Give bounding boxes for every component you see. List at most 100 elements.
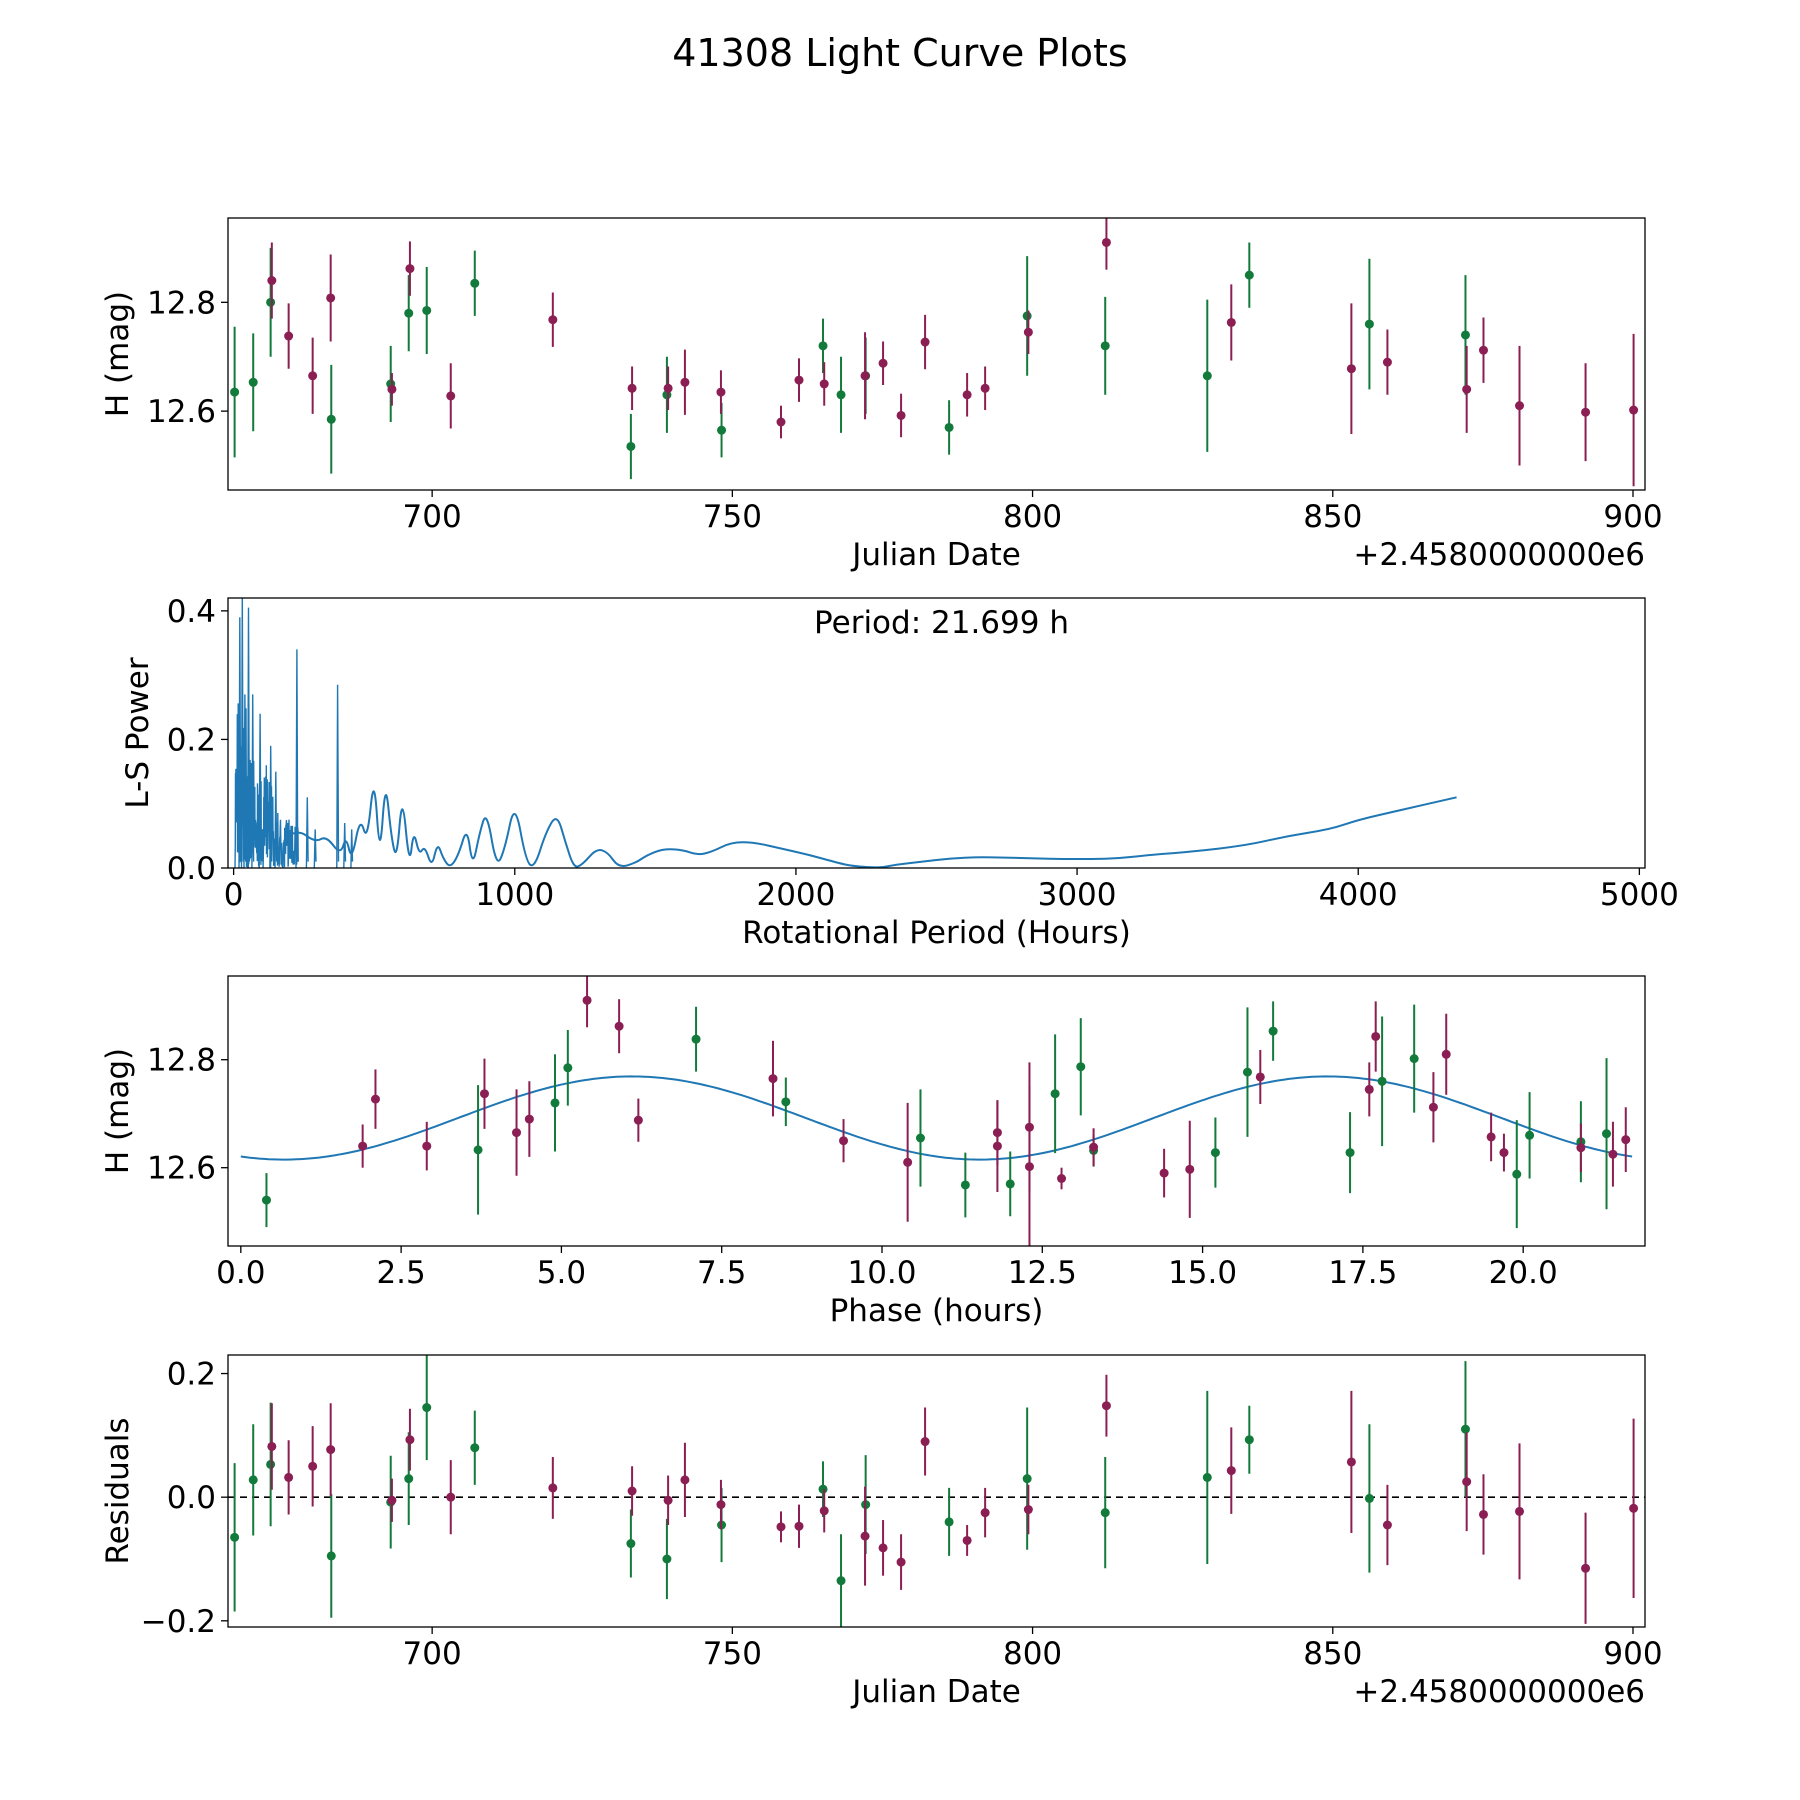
data-point [1050,1089,1060,1099]
data-point [1100,341,1110,351]
x-tick-label: 5000 [1600,877,1679,913]
data-point [1581,1563,1591,1573]
data-point [1255,1072,1265,1082]
data-point [768,1074,778,1084]
data-point [479,1089,489,1099]
data-point [1005,1179,1015,1189]
data-point [548,1483,558,1493]
data-point [1210,1148,1220,1158]
y-tick-label: 12.6 [147,1151,216,1187]
data-point [266,297,276,307]
data-point [903,1157,913,1167]
y-axis-label: H (mag) [100,291,136,417]
axes-frame [227,1354,1646,1628]
data-point [1244,1435,1254,1445]
data-point [663,1495,673,1505]
x-tick-label: 5.0 [537,1255,586,1291]
axes-frame [227,217,1646,491]
data-point [404,308,414,318]
data-point [422,1141,432,1151]
data-point [1089,1142,1099,1152]
data-point [839,1136,849,1146]
data-point [878,358,888,368]
x-tick-label: 20.0 [1489,1255,1558,1291]
x-tick-label: 15.0 [1168,1255,1237,1291]
figure-title: 41308 Light Curve Plots [672,31,1127,75]
y-tick-label: 0.2 [167,1357,216,1393]
data-point [794,375,804,385]
data-point [284,1472,294,1482]
x-tick-label: 900 [1603,499,1662,535]
data-point [896,410,906,420]
data-point [836,390,846,400]
data-point [680,377,690,387]
data-point [1242,1067,1252,1077]
data-point [1462,384,1472,394]
lightcurve-panel: 700 750 800 850 900 12.6 12.8 Julian Date H (mag… [100,217,1663,573]
x-tick-label: 4000 [1319,877,1398,913]
data-point [944,1517,954,1527]
data-point [717,425,727,435]
plot-area [228,1355,1645,1627]
data-point [626,441,636,451]
data-point [1515,1506,1525,1516]
data-point [358,1141,368,1151]
data-point [1159,1168,1169,1178]
data-point [1024,1162,1034,1172]
data-point [626,1539,636,1549]
plot-area [230,218,1639,487]
x-offset-label: +2.4580000000e6 [1353,1674,1645,1710]
data-point [960,1180,970,1190]
data-point [1629,405,1639,415]
data-point [512,1128,522,1138]
y-axis-label: L-S Power [120,657,156,808]
data-point [1226,1466,1236,1476]
data-point [446,391,456,401]
x-tick-label: 12.5 [1008,1255,1077,1291]
x-tick-label: 750 [703,499,762,535]
data-point [473,1145,483,1155]
data-point [1499,1148,1509,1158]
data-point [1268,1026,1278,1036]
data-point [980,1508,990,1518]
data-point [422,1403,432,1413]
x-tick-label: 800 [1003,499,1062,535]
x-tick-label: 850 [1303,1636,1362,1672]
data-point [716,1500,726,1510]
data-point [267,276,277,286]
x-tick-label: 3000 [1038,877,1117,913]
data-point [1460,330,1470,340]
data-point [1515,401,1525,411]
x-offset-label: +2.4580000000e6 [1353,537,1645,573]
data-point [819,379,829,389]
data-point [267,1441,277,1451]
data-point [308,371,318,381]
periodogram-spikes [234,598,354,868]
x-axis-label: Rotational Period (Hours) [742,915,1131,951]
data-point [836,1576,846,1586]
data-point [1576,1143,1586,1153]
data-point [1022,1474,1032,1484]
x-tick-label: 0.0 [216,1255,265,1291]
data-point [691,1034,701,1044]
x-axis-label: Julian Date [850,1674,1021,1710]
data-point [1581,407,1591,417]
data-point [446,1492,456,1502]
data-point [1382,357,1392,367]
data-point [404,1474,414,1484]
x-tick-label: 1000 [475,877,554,913]
data-point [878,1543,888,1553]
data-point [1525,1130,1535,1140]
data-point [992,1141,1002,1151]
y-tick-label: −0.2 [141,1604,216,1640]
data-point [1244,270,1254,280]
data-point [781,1097,791,1107]
x-tick-label: 750 [703,1636,762,1672]
data-point [1076,1062,1086,1072]
data-point [896,1557,906,1567]
data-point [524,1114,534,1124]
data-point [261,1195,271,1205]
data-point [962,390,972,400]
data-point [1345,1148,1355,1158]
